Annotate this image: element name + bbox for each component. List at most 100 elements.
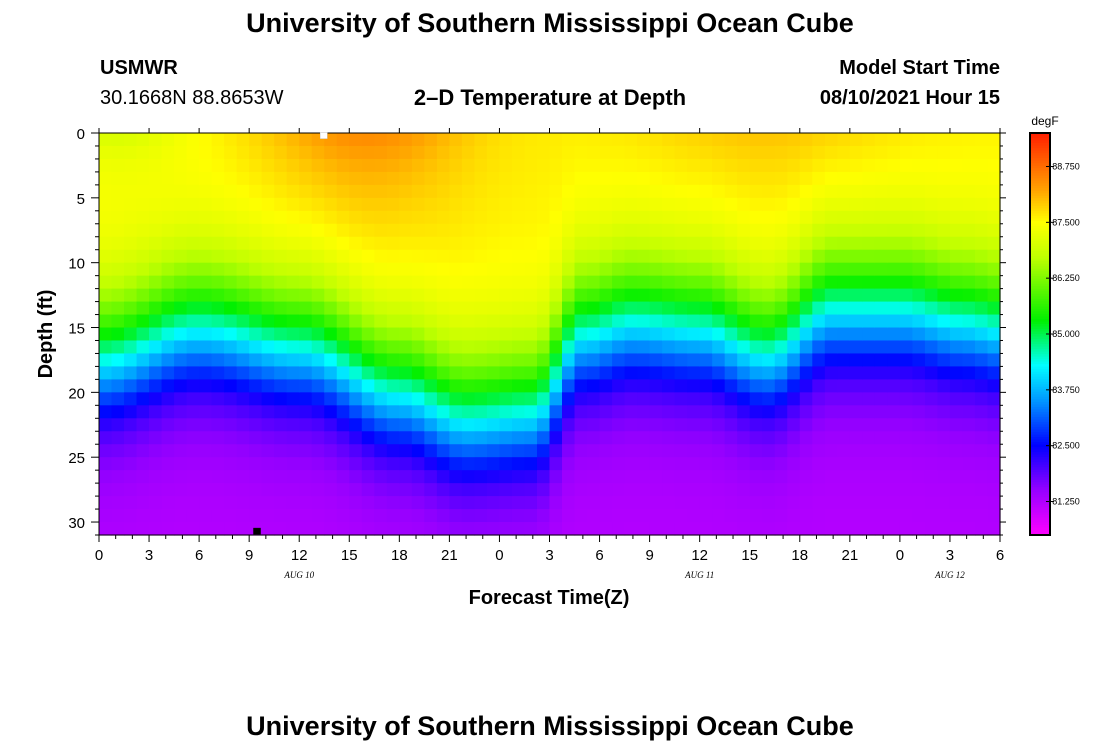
- heatmap-cell: [787, 431, 801, 445]
- heatmap-cell: [536, 483, 551, 497]
- heatmap-cell: [749, 522, 763, 536]
- colorbar-segment: [1030, 529, 1050, 534]
- heatmap-cell: [824, 366, 838, 380]
- heatmap-cell: [186, 327, 200, 342]
- heatmap-cell: [962, 171, 976, 186]
- heatmap-cell: [349, 340, 363, 355]
- heatmap-cell: [524, 236, 538, 251]
- heatmap-cell: [874, 444, 888, 458]
- heatmap-cell: [562, 483, 576, 497]
- heatmap-cell: [874, 275, 888, 290]
- heatmap-cell: [124, 275, 138, 290]
- heatmap-cell: [349, 418, 363, 432]
- x-tick-label: 6: [195, 547, 203, 564]
- heatmap-cell: [562, 288, 576, 303]
- heatmap-cell: [261, 158, 275, 173]
- x-tick-label: 21: [841, 547, 858, 564]
- heatmap-cell: [674, 314, 688, 329]
- heatmap-cell: [349, 314, 363, 329]
- heatmap-cell: [374, 288, 388, 303]
- heatmap-cell: [624, 496, 638, 510]
- heatmap-cell: [111, 236, 125, 251]
- heatmap-cell: [411, 470, 425, 484]
- heatmap-cell: [236, 340, 250, 355]
- heatmap-cell: [286, 236, 300, 251]
- heatmap-cell: [974, 184, 989, 199]
- heatmap-cell: [524, 184, 538, 199]
- heatmap-cell: [724, 379, 738, 393]
- heatmap-cell: [574, 314, 588, 329]
- heatmap-cell: [174, 444, 188, 458]
- heatmap-cell: [662, 353, 676, 368]
- heatmap-cell: [224, 522, 238, 536]
- heatmap-cell: [199, 431, 213, 445]
- heatmap-cell: [549, 509, 563, 523]
- heatmap-cell: [536, 509, 551, 523]
- heatmap-cell: [762, 418, 776, 432]
- heatmap-cell: [812, 249, 826, 264]
- heatmap-cell: [486, 301, 501, 316]
- heatmap-cell: [612, 470, 626, 484]
- heatmap-cell: [874, 223, 888, 238]
- heatmap-cell: [524, 275, 538, 290]
- heatmap-cell: [849, 288, 863, 303]
- heatmap-cell: [424, 145, 438, 160]
- x-tick-label: 0: [896, 547, 904, 564]
- heatmap-cell: [211, 457, 225, 471]
- heatmap-cell: [186, 249, 200, 264]
- heatmap-cell: [524, 133, 538, 147]
- heatmap-cell: [849, 457, 863, 471]
- colorbar-unit: degF: [1031, 114, 1058, 128]
- heatmap-cell: [787, 197, 801, 212]
- heatmap-cell: [599, 236, 613, 251]
- heatmap-cell: [161, 457, 175, 471]
- heatmap-cell: [261, 457, 275, 471]
- heatmap-cell: [862, 431, 876, 445]
- heatmap-cell: [774, 379, 788, 393]
- heatmap-cell: [762, 379, 776, 393]
- heatmap-cell: [937, 275, 951, 290]
- heatmap-cell: [499, 184, 513, 199]
- heatmap-cell: [461, 288, 476, 303]
- heatmap-cell: [762, 340, 776, 355]
- colorbar-segment: [1030, 140, 1050, 144]
- heatmap-cell: [599, 275, 613, 290]
- heatmap-cell: [649, 210, 663, 225]
- heatmap-cell: [737, 236, 751, 251]
- heatmap-cell: [361, 262, 375, 277]
- heatmap-cell: [424, 210, 438, 225]
- heatmap-cell: [862, 340, 876, 355]
- heatmap-cell: [111, 223, 125, 238]
- heatmap-cell: [449, 197, 463, 212]
- colorbar-segment: [1030, 447, 1050, 451]
- colorbar-segment: [1030, 361, 1050, 365]
- heatmap-cell: [236, 158, 250, 173]
- heatmap-cell: [411, 223, 425, 238]
- colorbar-segment: [1030, 185, 1050, 189]
- heatmap-cell: [874, 210, 888, 225]
- heatmap-cell: [161, 275, 175, 290]
- heatmap-cell: [536, 418, 551, 432]
- heatmap-cell: [111, 301, 125, 316]
- heatmap-cell: [386, 470, 400, 484]
- heatmap-cell: [149, 353, 163, 368]
- heatmap-cell: [699, 379, 713, 393]
- heatmap-cell: [612, 418, 626, 432]
- heatmap-cell: [411, 405, 425, 419]
- heatmap-cell: [962, 392, 976, 406]
- heatmap-cell: [599, 483, 613, 497]
- heatmap-cell: [386, 509, 400, 523]
- heatmap-cell: [536, 288, 551, 303]
- heatmap-cell: [924, 457, 939, 471]
- heatmap-cell: [824, 262, 838, 277]
- heatmap-cell: [749, 327, 763, 342]
- colorbar-segment: [1030, 424, 1050, 428]
- heatmap-cell: [249, 210, 263, 225]
- heatmap-cell: [587, 171, 601, 186]
- heatmap-cell: [524, 210, 538, 225]
- heatmap-cell: [924, 418, 939, 432]
- heatmap-cell: [386, 418, 400, 432]
- heatmap-cell: [924, 405, 939, 419]
- heatmap-cell: [324, 210, 338, 225]
- heatmap-cell: [649, 496, 663, 510]
